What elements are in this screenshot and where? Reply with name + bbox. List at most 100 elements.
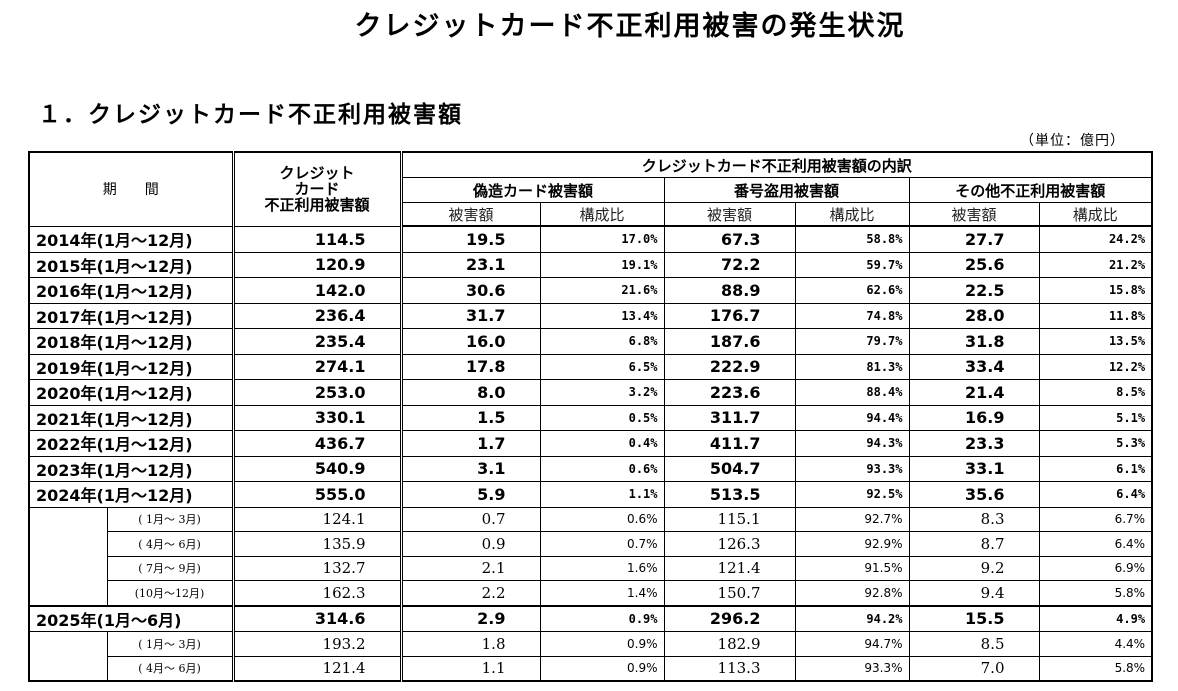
period-label: ( 4月～ 6月)	[106, 531, 235, 557]
period-indent	[28, 507, 108, 532]
other-ratio-cell: 4.4%	[1038, 631, 1153, 657]
table-row-quarter: ( 4月～ 6月) 121.4 1.1 0.9% 113.3 93.3% 7.0 5.8%	[28, 655, 1153, 682]
total-cell: 540.9	[232, 455, 403, 482]
total-cell: 330.1	[232, 404, 403, 431]
period-indent	[28, 556, 108, 581]
theft-amount-cell: 150.7	[663, 580, 796, 606]
theft-ratio-cell: 92.5%	[794, 481, 910, 508]
header-theft-amount: 被害額	[663, 202, 796, 227]
forgery-ratio-cell: 0.6%	[539, 506, 665, 532]
theft-amount-cell: 222.9	[663, 353, 796, 380]
total-cell: 132.7	[232, 555, 403, 581]
table-row-quarter: ( 1月～ 3月) 124.1 0.7 0.6% 115.1 92.7% 8.3 6.7%	[28, 506, 1153, 532]
period-label: 2019年(1月～12月)	[28, 353, 235, 380]
period-indent	[28, 580, 108, 606]
header-theft-ratio: 構成比	[794, 202, 910, 227]
other-amount-cell: 33.4	[908, 353, 1040, 380]
header-forgery-amount: 被害額	[400, 202, 541, 227]
forgery-ratio-cell: 6.8%	[539, 328, 665, 355]
other-amount-cell: 8.5	[908, 631, 1040, 657]
theft-ratio-cell: 93.3%	[794, 455, 910, 482]
total-cell: 436.7	[232, 430, 403, 457]
total-cell: 142.0	[232, 277, 403, 304]
other-ratio-cell: 6.9%	[1038, 555, 1153, 581]
other-amount-cell: 31.8	[908, 328, 1040, 355]
forgery-amount-cell: 0.9	[400, 531, 541, 557]
theft-ratio-cell: 92.7%	[794, 506, 910, 532]
forgery-amount-cell: 2.1	[400, 555, 541, 581]
theft-amount-cell: 504.7	[663, 455, 796, 482]
theft-ratio-cell: 93.3%	[794, 655, 910, 682]
forgery-amount-cell: 3.1	[400, 455, 541, 482]
forgery-amount-cell: 17.8	[400, 353, 541, 380]
period-label: ( 1月～ 3月)	[106, 631, 235, 657]
forgery-ratio-cell: 1.4%	[539, 580, 665, 606]
theft-amount-cell: 115.1	[663, 506, 796, 532]
forgery-ratio-cell: 17.0%	[539, 225, 665, 253]
other-ratio-cell: 12.2%	[1038, 353, 1153, 380]
header-forgery-ratio: 構成比	[539, 202, 665, 227]
other-ratio-cell: 6.7%	[1038, 506, 1153, 532]
theft-amount-cell: 126.3	[663, 531, 796, 557]
theft-ratio-cell: 88.4%	[794, 379, 910, 406]
theft-ratio-cell: 94.2%	[794, 604, 910, 632]
total-cell: 114.5	[232, 225, 403, 253]
forgery-amount-cell: 1.8	[400, 631, 541, 657]
other-ratio-cell: 5.1%	[1038, 404, 1153, 431]
period-label: 2020年(1月～12月)	[28, 379, 235, 406]
other-ratio-cell: 5.8%	[1038, 580, 1153, 606]
forgery-ratio-cell: 0.9%	[539, 631, 665, 657]
forgery-ratio-cell: 0.4%	[539, 430, 665, 457]
other-ratio-cell: 4.9%	[1038, 604, 1153, 632]
table-row-year: 2018年(1月～12月) 235.4 16.0 6.8% 187.6 79.7% 31.8…	[28, 328, 1153, 355]
other-amount-cell: 7.0	[908, 655, 1040, 682]
theft-amount-cell: 311.7	[663, 404, 796, 431]
table-row-year: 2021年(1月～12月) 330.1 1.5 0.5% 311.7 94.4% 16.9 5…	[28, 404, 1153, 431]
other-amount-cell: 15.5	[908, 604, 1040, 632]
total-cell: 314.6	[232, 604, 403, 632]
period-label: 2021年(1月～12月)	[28, 404, 235, 431]
forgery-amount-cell: 16.0	[400, 328, 541, 355]
forgery-ratio-cell: 13.4%	[539, 302, 665, 329]
period-label: (10月～12月)	[106, 580, 235, 606]
table-row-year: 2024年(1月～12月) 555.0 5.9 1.1% 513.5 92.5% 35.6 6…	[28, 481, 1153, 508]
period-indent	[28, 656, 108, 681]
table-row-quarter: ( 7月～ 9月) 132.7 2.1 1.6% 121.4 91.5% 9.2 6.9%	[28, 555, 1153, 581]
theft-ratio-cell: 92.8%	[794, 580, 910, 606]
other-ratio-cell: 6.4%	[1038, 481, 1153, 508]
period-label: 2024年(1月～12月)	[28, 481, 235, 508]
section-title: １．クレジットカード不正利用被害額	[38, 102, 463, 128]
table-row-year: 2025年(1月～6月) 314.6 2.9 0.9% 296.2 94.2% 15.5 4.…	[28, 604, 1153, 632]
forgery-ratio-cell: 6.5%	[539, 353, 665, 380]
total-cell: 253.0	[232, 379, 403, 406]
table-row-quarter: (10月～12月) 162.3 2.2 1.4% 150.7 92.8% 9.4 5.8%	[28, 580, 1153, 606]
period-label: 2025年(1月～6月)	[28, 604, 235, 632]
header-period: 期 間	[28, 151, 235, 227]
total-cell: 120.9	[232, 251, 403, 278]
theft-ratio-cell: 79.7%	[794, 328, 910, 355]
theft-ratio-cell: 94.3%	[794, 430, 910, 457]
other-ratio-cell: 5.3%	[1038, 430, 1153, 457]
forgery-amount-cell: 1.1	[400, 655, 541, 682]
header-other: その他不正利用被害額	[908, 177, 1153, 203]
other-amount-cell: 28.0	[908, 302, 1040, 329]
period-label: 2017年(1月～12月)	[28, 302, 235, 329]
period-label: ( 4月～ 6月)	[106, 655, 235, 682]
header-breakdown: クレジットカード不正利用被害額の内訳	[400, 151, 1153, 178]
theft-amount-cell: 113.3	[663, 655, 796, 682]
period-label: 2014年(1月～12月)	[28, 225, 235, 253]
total-cell: 193.2	[232, 631, 403, 657]
forgery-ratio-cell: 21.6%	[539, 277, 665, 304]
forgery-ratio-cell: 3.2%	[539, 379, 665, 406]
forgery-amount-cell: 5.9	[400, 481, 541, 508]
other-amount-cell: 21.4	[908, 379, 1040, 406]
other-ratio-cell: 24.2%	[1038, 225, 1153, 253]
table-row-year: 2014年(1月～12月) 114.5 19.5 17.0% 67.3 58.8% 27.7…	[28, 225, 1153, 253]
unit-note: （単位：億円）	[1020, 133, 1125, 149]
total-cell: 135.9	[232, 531, 403, 557]
other-amount-cell: 9.4	[908, 580, 1040, 606]
theft-amount-cell: 121.4	[663, 555, 796, 581]
theft-ratio-cell: 92.9%	[794, 531, 910, 557]
forgery-ratio-cell: 0.9%	[539, 604, 665, 632]
other-amount-cell: 22.5	[908, 277, 1040, 304]
